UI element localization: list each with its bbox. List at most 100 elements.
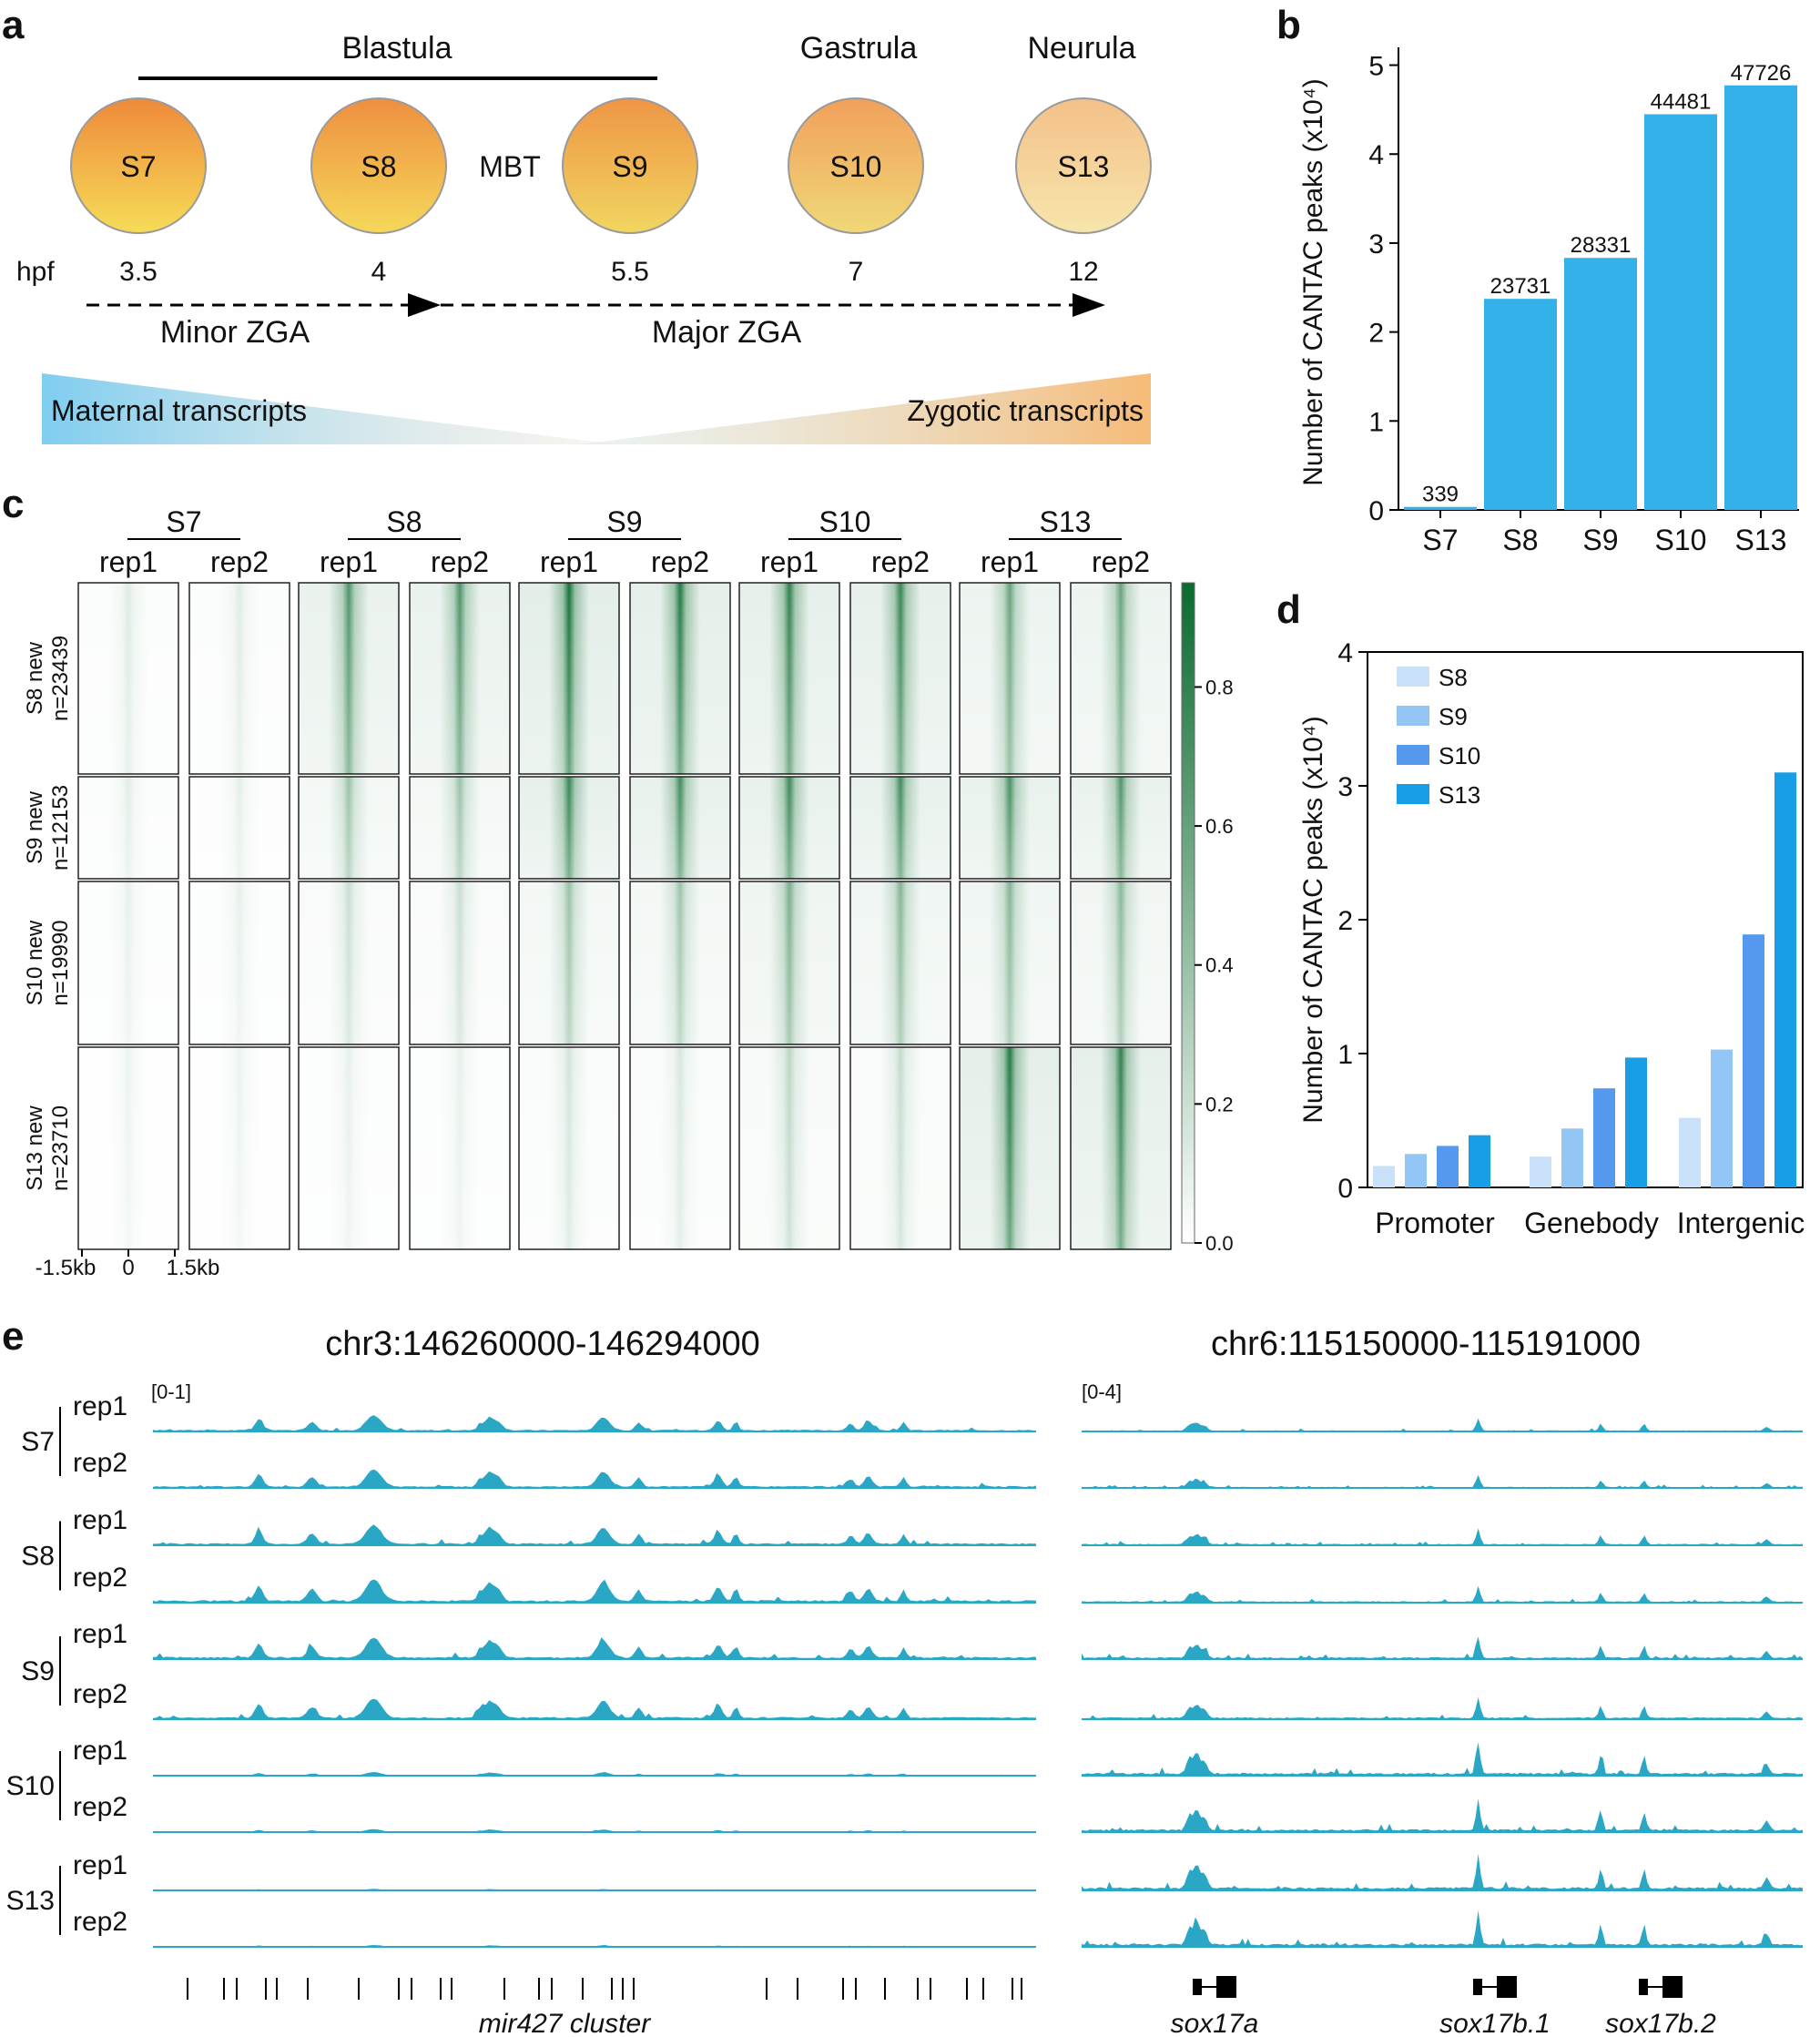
right-track-6 [1082, 1742, 1803, 1776]
heatmap-cell-fade [520, 584, 618, 773]
left-track-5 [153, 1698, 1036, 1719]
heatmap-cell-fade [520, 778, 618, 878]
heatmap-cell-fade [851, 882, 950, 1044]
stage-circle-label: S13 [1058, 150, 1110, 183]
panel-letter-e: e [2, 1314, 24, 1359]
left-track-2 [153, 1524, 1036, 1545]
heatmap-rep-label: rep2 [431, 545, 489, 578]
heatmap-cell-fade [300, 584, 398, 773]
bar-genebody-s9 [1561, 1128, 1583, 1187]
sox17-gene-label: sox17a [1171, 2009, 1259, 2037]
heatmap-cell-fade [961, 778, 1059, 878]
panel-b-xtick-label: S13 [1735, 524, 1787, 556]
panel-b-xtick-label: S7 [1422, 524, 1458, 556]
heatmap-rep-label: rep2 [871, 545, 930, 578]
right-track-2 [1082, 1528, 1803, 1545]
track-rep-label: rep1 [73, 1505, 127, 1535]
stage-circle-s7 [70, 97, 207, 234]
track-rep-label: rep2 [73, 1448, 127, 1478]
panel-d: d Number of CANTAC peaks (x10⁴) 0 1 2 3 4 Pro… [1276, 587, 1805, 1239]
heatmap-cell-fade [631, 882, 729, 1044]
right-track-5 [1082, 1697, 1803, 1719]
panel-d-ylabel: Number of CANTAC peaks (x10⁴) [1298, 716, 1328, 1123]
track-rep-label: rep1 [73, 1619, 127, 1649]
legend-swatch-s13 [1397, 784, 1429, 804]
panel-e: e chr3:146260000-146294000 chr6:11515000… [2, 1314, 1803, 2037]
heatmap-cell-fade [79, 882, 178, 1044]
heatmap-rep-label: rep1 [320, 545, 378, 578]
bar-intergenic-s9 [1711, 1049, 1733, 1187]
track-rep-label: rep2 [73, 1907, 127, 1937]
track-stage-label: S8 [21, 1542, 55, 1572]
legend-swatch-s10 [1397, 745, 1429, 765]
hpf-value: 7 [849, 257, 864, 287]
gene-exon [1662, 1976, 1683, 1998]
legend-label-s10: S10 [1439, 742, 1480, 769]
track-rep-label: rep1 [73, 1736, 127, 1766]
bar-promoter-s9 [1405, 1154, 1427, 1187]
major-zga-label: Major ZGA [652, 315, 802, 350]
neurula-label: Neurula [1027, 31, 1135, 66]
heatmap-cell-fade [79, 778, 178, 878]
right-track-8 [1082, 1854, 1803, 1890]
gene-exon [1497, 1976, 1517, 1998]
panel-b-ytick-label: 0 [1368, 496, 1384, 526]
panel-letter-a: a [2, 3, 25, 47]
heatmap-cell-fade [740, 882, 839, 1044]
heatmap-rep-label: rep2 [1092, 545, 1150, 578]
panel-b: b Number of CANTAC peaks (x10⁴) 0 1 2 3 4 5 33… [1276, 3, 1799, 556]
gene-exon [1193, 1979, 1202, 1995]
gastrula-label: Gastrula [800, 31, 918, 66]
colorbar [1181, 582, 1195, 1244]
heatmap-rep-label: rep2 [210, 545, 269, 578]
colorbar-tick-label: 0.8 [1205, 676, 1234, 698]
heatmap-cell-fade [631, 778, 729, 878]
panel-b-chart: 0 1 2 3 4 5 339 S7 23731 S8 28331 S9 44481 S10 47726 S1… [1368, 47, 1799, 556]
heatmap-cell-fade [851, 778, 950, 878]
panel-b-ytick-label: 2 [1368, 319, 1384, 349]
hpf-value: 3.5 [119, 257, 158, 287]
heatmap-cell-fade [1072, 882, 1170, 1044]
right-track-7 [1082, 1798, 1803, 1832]
bar-s10 [1644, 114, 1717, 511]
heatmap-row-count: n=19990 [48, 920, 73, 1005]
heatmap-cell-fade [411, 778, 509, 878]
heatmap-stage-label: S7 [166, 505, 201, 538]
hpf-value: 4 [371, 257, 387, 287]
maternal-label: Maternal transcripts [51, 394, 307, 427]
left-track-1 [153, 1469, 1036, 1488]
heatmap-row-label: S10 new [23, 920, 47, 1005]
panel-d-ytick-label: 1 [1337, 1040, 1353, 1070]
legend-label-s13: S13 [1439, 781, 1480, 809]
panel-d-ytick-label: 4 [1337, 638, 1353, 668]
heatmap-xtick-label: -1.5kb [36, 1256, 97, 1280]
bar-s9 [1564, 258, 1637, 510]
right-track-4 [1082, 1636, 1803, 1659]
track-stage-label: S10 [6, 1771, 55, 1801]
stage-circle-s8 [310, 97, 447, 234]
right-range-label: [0-4] [1082, 1380, 1122, 1403]
heatmap-cell-fade [851, 1048, 950, 1248]
heatmap-stage-label: S13 [1040, 505, 1092, 538]
heatmap-stage-label: S9 [606, 505, 642, 538]
zygotic-label: Zygotic transcripts [907, 394, 1144, 427]
gene-exon [1639, 1979, 1648, 1995]
left-track-0 [153, 1415, 1036, 1431]
heatmap-cell-fade [300, 882, 398, 1044]
heatmap-row-label: S8 new [23, 641, 47, 715]
bar-genebody-s10 [1593, 1088, 1615, 1187]
bar-intergenic-s13 [1774, 772, 1796, 1187]
track-rep-label: rep1 [73, 1391, 127, 1421]
track-stage-label: S7 [21, 1427, 55, 1457]
panel-d-ytick-label: 0 [1337, 1174, 1353, 1204]
stage-circle-s10 [788, 97, 924, 234]
panel-b-xtick-label: S9 [1582, 524, 1618, 556]
track-rep-label: rep2 [73, 1563, 127, 1593]
heatmap-row-count: n=23439 [48, 636, 73, 721]
panel-d-chart: 0 1 2 3 4 Promoter Genebody Intergenic S8 S9 S10 S1… [1337, 638, 1805, 1239]
colorbar-tick-label: 0.0 [1205, 1232, 1234, 1255]
stage-circle-label: S8 [361, 150, 396, 183]
panel-letter-c: c [2, 482, 24, 526]
heatmap-row-label: S13 new [23, 1105, 47, 1191]
